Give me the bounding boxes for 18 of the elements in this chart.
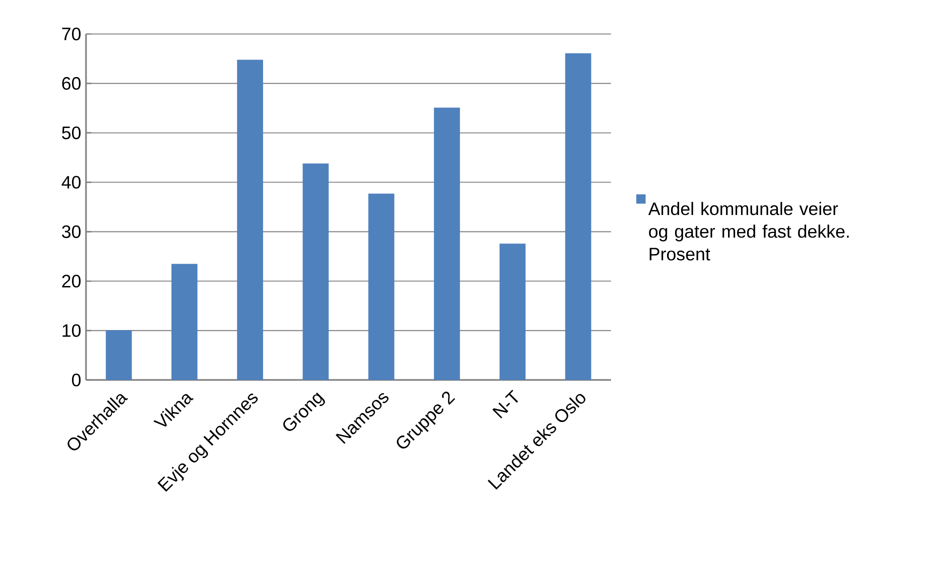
bar <box>368 194 394 380</box>
x-tick-label: N-T <box>492 390 518 418</box>
y-tick-label: 50 <box>62 126 81 140</box>
bar <box>106 330 132 380</box>
y-tick-label: 0 <box>72 374 81 386</box>
legend-label: Andel kommunale veier og gater med fast dekke. Prosent <box>648 202 849 260</box>
bar <box>565 53 592 380</box>
bar <box>500 244 526 380</box>
y-tick-label: 20 <box>62 274 81 288</box>
y-tick-label: 40 <box>62 176 81 189</box>
bar <box>434 108 460 380</box>
y-tick-label: 10 <box>62 324 81 337</box>
y-tick-label: 70 <box>62 28 81 40</box>
bar <box>237 60 264 380</box>
bar <box>302 163 329 380</box>
y-tick-label: 30 <box>62 225 81 238</box>
bar <box>171 264 198 380</box>
y-tick-label: 60 <box>62 77 81 90</box>
